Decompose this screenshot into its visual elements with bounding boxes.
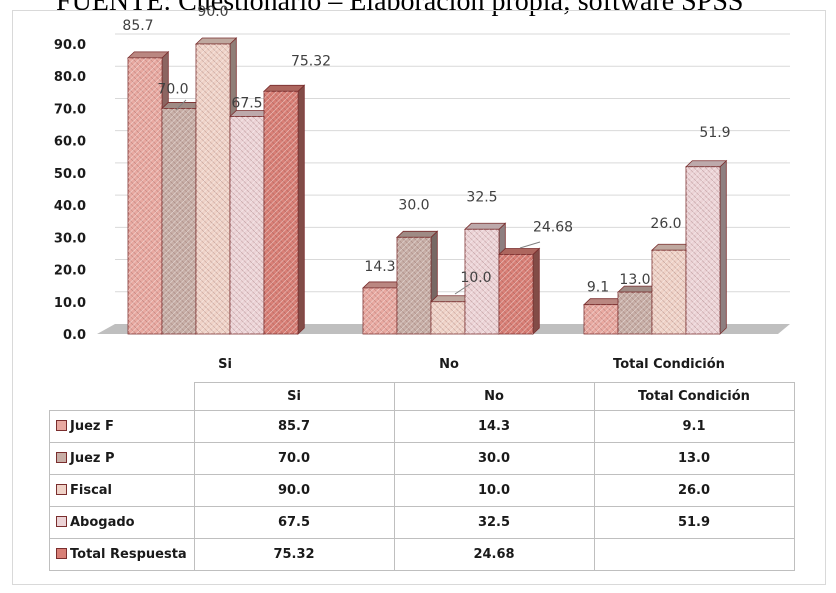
table-cell: 9.1: [593, 410, 795, 443]
y-tick-label: 10.0: [54, 296, 86, 311]
x-category-label: No: [439, 357, 459, 372]
legend-label: Total Respuesta: [70, 547, 187, 562]
legend-swatch: [56, 452, 67, 463]
table-header-no: No: [393, 382, 595, 411]
data-label: 75.32: [291, 53, 331, 69]
y-tick-label: 70.0: [54, 102, 86, 117]
bar-fiscal-0: [194, 37, 238, 335]
data-label: 9.1: [587, 280, 609, 296]
table-row: Total Respuesta 75.32 24.68: [49, 538, 795, 571]
y-tick-label: 20.0: [54, 264, 86, 279]
table-cell: 75.32: [193, 538, 395, 571]
data-label: 70.0: [157, 81, 188, 97]
label-leader-line: [519, 241, 541, 249]
table-row: Juez F 85.7 14.3 9.1: [49, 410, 795, 443]
data-label: 24.68: [533, 219, 573, 235]
data-label: 10.0: [460, 270, 491, 286]
x-category-label: Si: [218, 357, 232, 372]
bar-juez-f-1: [362, 280, 405, 335]
table-header-total: Total Condición: [593, 382, 795, 411]
y-tick-label: 60.0: [54, 135, 86, 150]
table-cell: 67.5: [193, 506, 395, 539]
table-cell: [593, 538, 795, 571]
table-cell: 32.5: [393, 506, 595, 539]
data-label: 90.0: [197, 4, 228, 20]
label-leader-line: [175, 99, 187, 111]
table-row: Abogado 67.5 32.5 51.9: [49, 506, 795, 539]
data-label: 32.5: [466, 189, 497, 205]
label-leader-line: [454, 283, 471, 295]
table-cell: 13.0: [593, 442, 795, 475]
legend-label: Juez P: [70, 451, 115, 466]
y-tick-label: 0.0: [63, 328, 86, 343]
y-tick-label: 50.0: [54, 167, 86, 182]
table-row-label: Abogado: [49, 506, 195, 539]
data-label: 14.3: [364, 259, 395, 275]
table-header-si: Si: [193, 382, 395, 411]
legend-label: Fiscal: [70, 483, 113, 498]
bar-total-respuesta-0: [263, 84, 306, 335]
bar-fiscal-2: [651, 243, 694, 335]
table-cell: 30.0: [393, 442, 595, 475]
table-row: Juez P 70.0 30.0 13.0: [49, 442, 795, 475]
table-cell: 51.9: [593, 506, 795, 539]
data-table: Si No Total Condición Juez F 85.7 14.3 9.1 J…: [49, 382, 795, 571]
table-row-label: Total Respuesta: [49, 538, 195, 571]
table-cell: 85.7: [193, 410, 395, 443]
y-tick-label: 30.0: [54, 231, 86, 246]
bar-total-respuesta-1: [498, 247, 541, 335]
table-cell: 10.0: [393, 474, 595, 507]
table-row-label: Juez F: [49, 410, 195, 443]
data-label: 85.7: [122, 18, 153, 34]
y-tick-label: 40.0: [54, 199, 86, 214]
table-cell: 26.0: [593, 474, 795, 507]
data-label: 67.5: [231, 96, 262, 112]
data-label: 26.0: [650, 216, 681, 232]
y-tick-label: 90.0: [54, 38, 86, 53]
table-row: Fiscal 90.0 10.0 26.0: [49, 474, 795, 507]
y-tick-label: 80.0: [54, 70, 86, 85]
x-category-label: Total Condición: [613, 357, 725, 372]
data-label: 51.9: [699, 125, 730, 141]
legend-swatch: [56, 516, 67, 527]
table-row-label: Fiscal: [49, 474, 195, 507]
bar-abogado-2: [685, 159, 728, 335]
table-cell: 14.3: [393, 410, 595, 443]
table-row-label: Juez P: [49, 442, 195, 475]
figure-caption: FUENTE: Cuestionario – Elaboración propi…: [56, 0, 744, 17]
legend-label: Juez F: [70, 419, 114, 434]
table-cell: 70.0: [193, 442, 395, 475]
data-label: 30.0: [398, 197, 429, 213]
legend-swatch: [56, 548, 67, 559]
legend-label: Abogado: [70, 515, 135, 530]
table-cell: 90.0: [193, 474, 395, 507]
legend-swatch: [56, 420, 67, 431]
data-label: 13.0: [619, 272, 650, 288]
table-corner: [49, 382, 195, 411]
bar-juez-p-1: [396, 230, 439, 335]
legend-swatch: [56, 484, 67, 495]
table-cell: 24.68: [393, 538, 595, 571]
